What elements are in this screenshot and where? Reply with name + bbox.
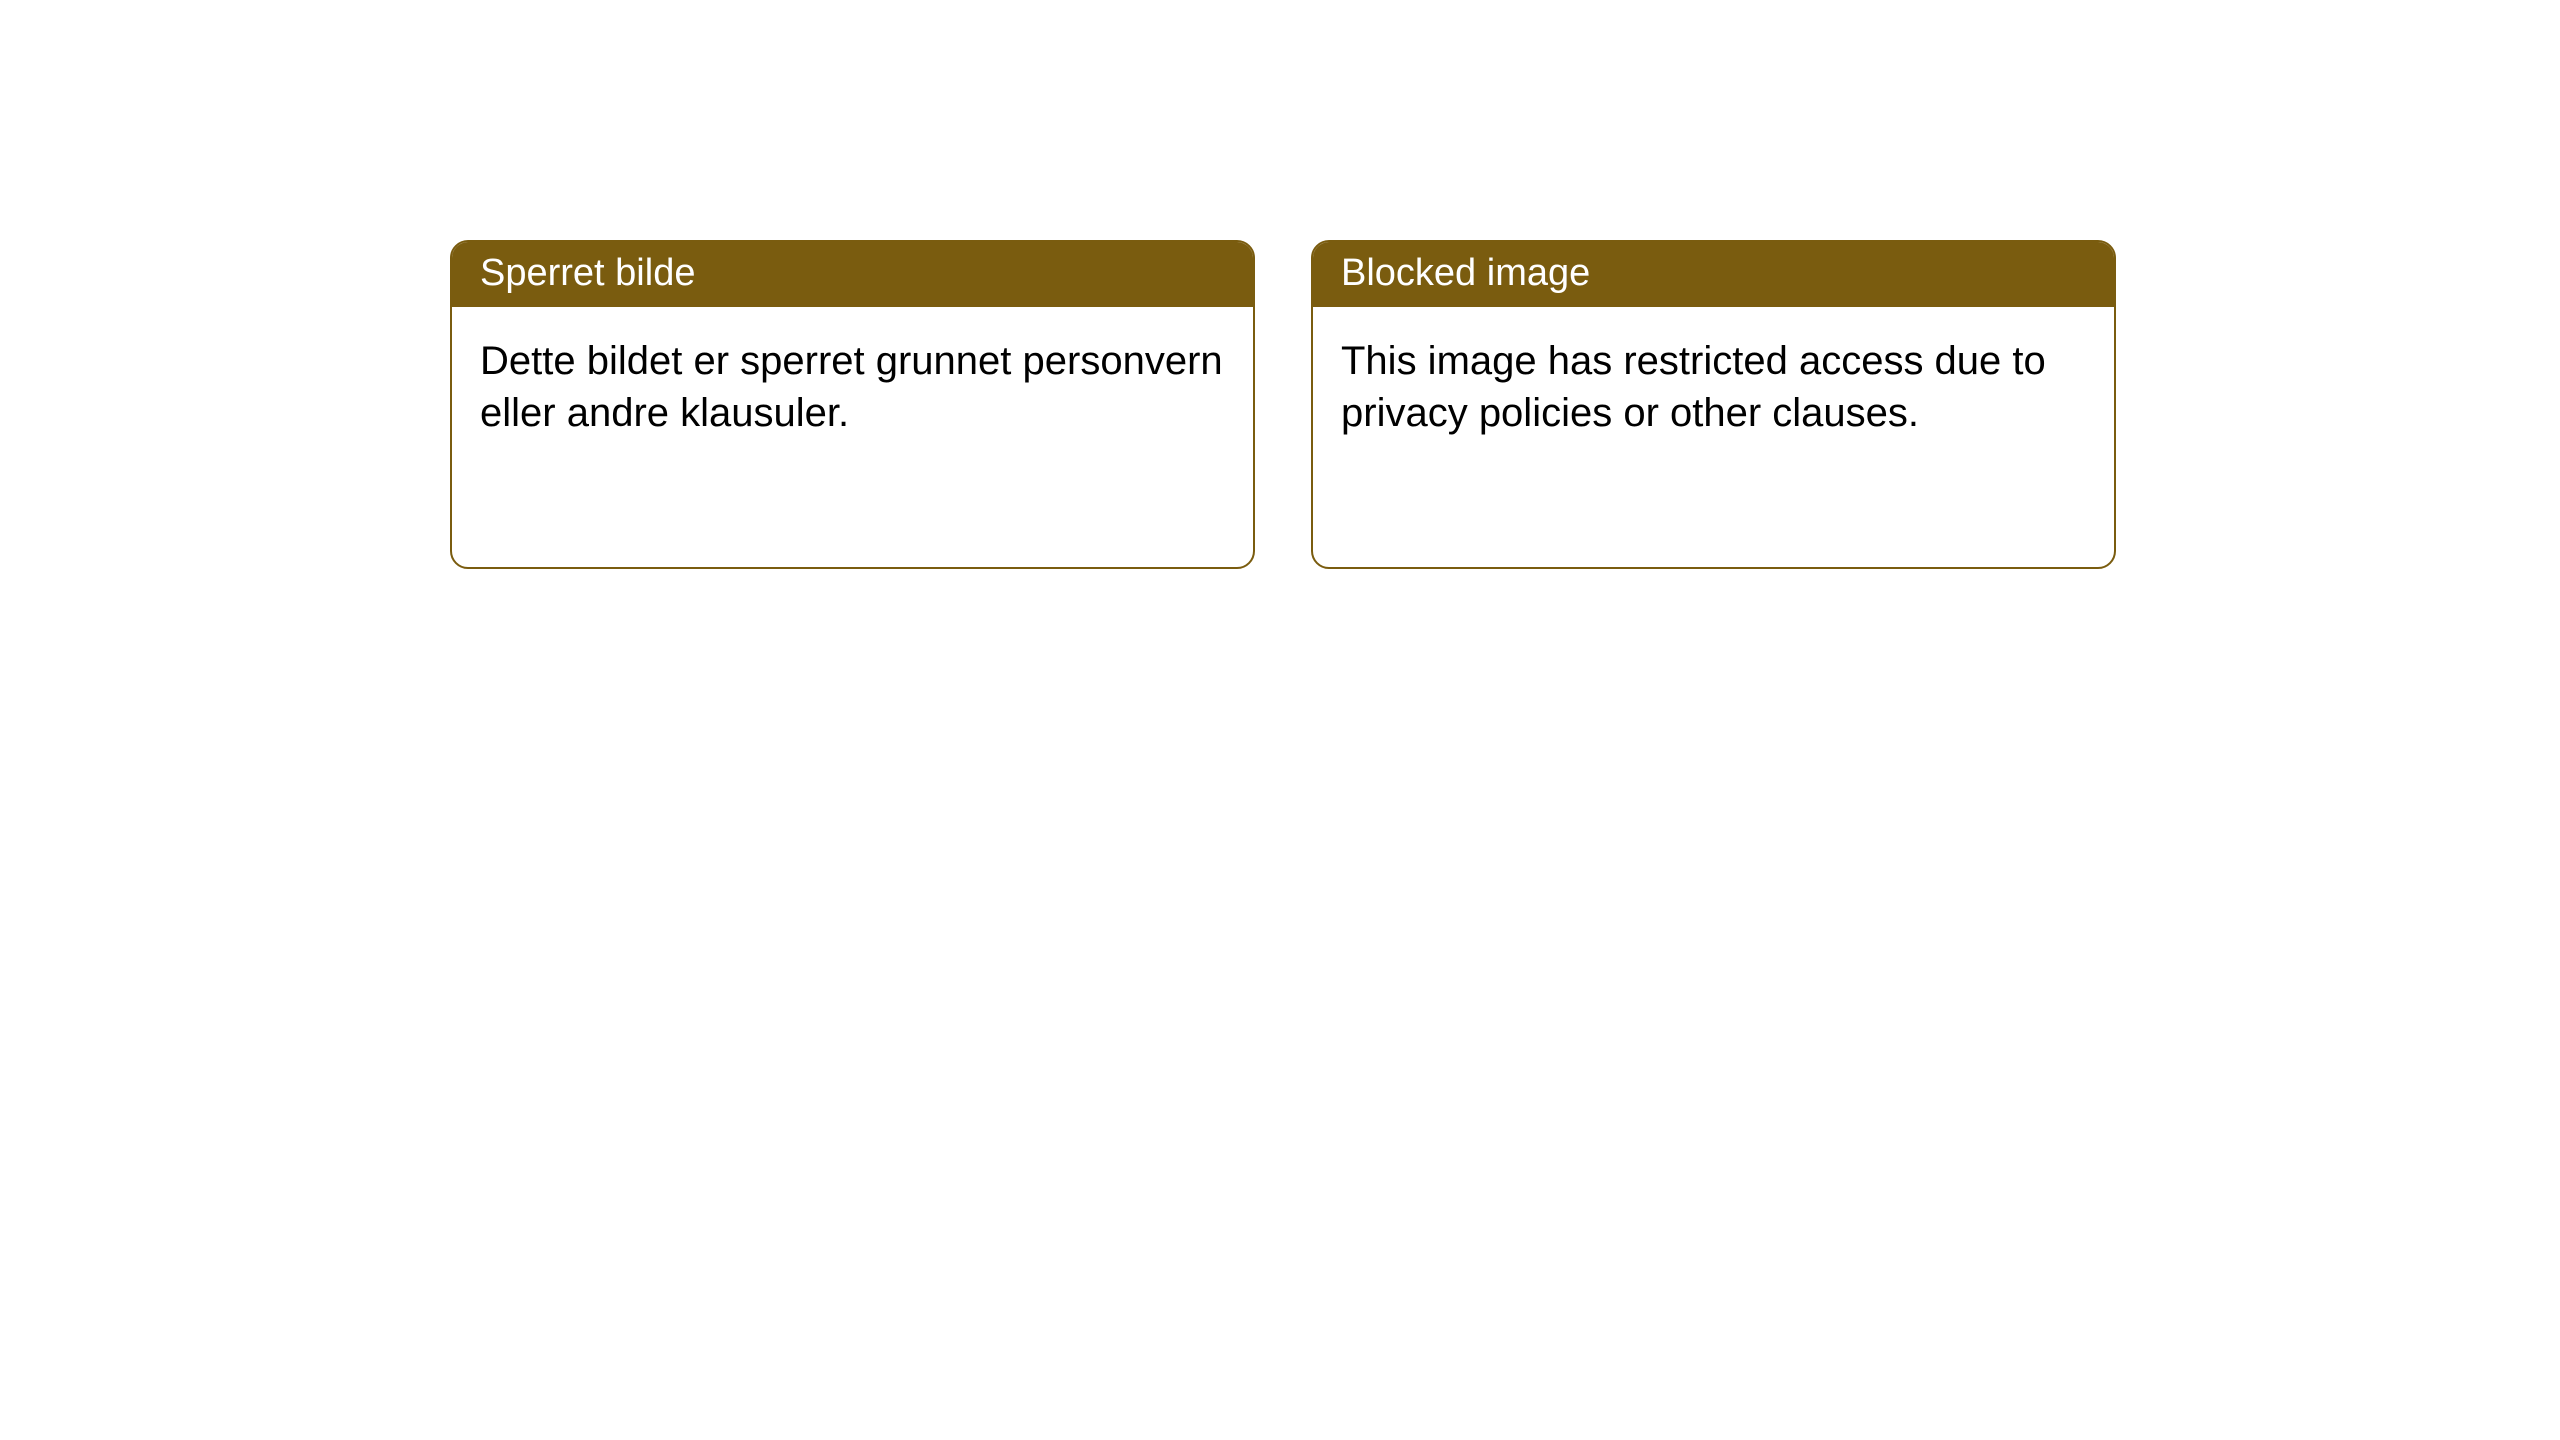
notice-header: Blocked image (1313, 242, 2114, 307)
notice-body: Dette bildet er sperret grunnet personve… (452, 307, 1253, 567)
notice-card-english: Blocked image This image has restricted … (1311, 240, 2116, 569)
notice-container: Sperret bilde Dette bildet er sperret gr… (0, 0, 2560, 569)
notice-header: Sperret bilde (452, 242, 1253, 307)
notice-body: This image has restricted access due to … (1313, 307, 2114, 567)
notice-card-norwegian: Sperret bilde Dette bildet er sperret gr… (450, 240, 1255, 569)
